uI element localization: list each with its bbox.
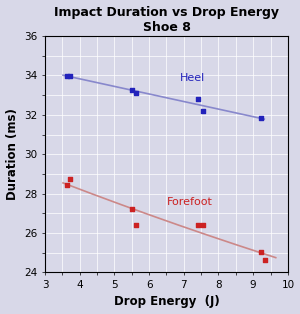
- Point: [64, 73, 69, 78]
- Title: Impact Duration vs Drop Energy
Shoe 8: Impact Duration vs Drop Energy Shoe 8: [54, 6, 279, 34]
- Point: [129, 87, 134, 92]
- Text: Forefoot: Forefoot: [167, 197, 212, 207]
- Point: [200, 108, 205, 113]
- X-axis label: Drop Energy  (J): Drop Energy (J): [114, 295, 219, 308]
- Y-axis label: Duration (ms): Duration (ms): [6, 108, 19, 200]
- Point: [68, 74, 72, 79]
- Text: Heel: Heel: [180, 73, 206, 84]
- Point: [134, 223, 138, 228]
- Point: [129, 206, 134, 211]
- Point: [64, 183, 69, 188]
- Point: [196, 222, 201, 227]
- Point: [68, 177, 72, 182]
- Point: [263, 257, 268, 263]
- Point: [196, 96, 201, 101]
- Point: [200, 223, 205, 228]
- Point: [258, 250, 263, 255]
- Point: [134, 90, 138, 95]
- Point: [258, 116, 263, 121]
